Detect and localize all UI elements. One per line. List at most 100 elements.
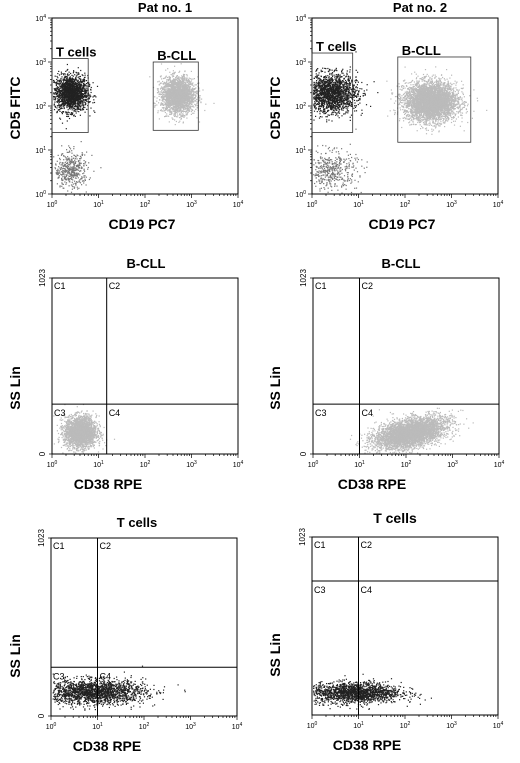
x-tick-label: 102	[139, 722, 150, 731]
x-tick-label: 100	[307, 721, 318, 730]
y-axis-label: SS Lin	[7, 634, 23, 678]
x-tick-label: 100	[308, 460, 319, 469]
population-cd5-lymphocytes	[313, 129, 368, 194]
gate-label: T cells	[316, 39, 356, 54]
quadrant-label: C3	[53, 671, 65, 681]
panel-title: B-CLL	[96, 256, 196, 271]
quadrant-label: C2	[362, 281, 374, 291]
x-tick-label: 101	[353, 721, 364, 730]
x-tick-label: 104	[493, 721, 504, 730]
quadrant-label: C1	[315, 281, 327, 291]
quadrant-label: C1	[314, 540, 326, 550]
y-tick-label: 0	[299, 451, 308, 456]
panel-title: T cells	[87, 515, 187, 530]
quadrant-label: C4	[362, 408, 374, 418]
event-dots	[53, 666, 186, 711]
population-cd5-lymphocytes	[53, 141, 101, 193]
y-axis-label: CD5 FITC	[7, 77, 23, 140]
gate-label: T cells	[56, 45, 96, 60]
y-tick-label: 104	[35, 14, 46, 23]
scatter-plot: 100 101 102 103 104 0 1023 C1 C2 C3 C4 CD38 RPE SS L…	[0, 500, 260, 758]
x-tick-label: 102	[400, 200, 411, 209]
x-tick-label: 100	[47, 460, 58, 469]
panel-cd38-tcells-patient-1: T cells 100 101 102 103 104 0 1023 C1 C2 C3 C4 CD38…	[0, 500, 260, 758]
y-tick-label: 1023	[299, 269, 308, 287]
population-t-cells	[313, 51, 378, 122]
quadrant-label: C1	[53, 541, 65, 551]
x-axis-label: CD38 RPE	[73, 738, 141, 754]
x-tick-label: 103	[186, 200, 197, 209]
x-tick-label: 104	[493, 200, 504, 209]
x-tick-label: 101	[92, 722, 103, 731]
y-axis-label: SS Lin	[267, 633, 283, 677]
y-tick-label: 101	[295, 146, 306, 155]
x-axis-label: CD19 PC7	[109, 216, 176, 232]
x-tick-label: 102	[401, 460, 412, 469]
gate-label: B-CLL	[402, 43, 441, 58]
quadrant-label: C3	[315, 408, 327, 418]
y-tick-label: 103	[295, 58, 306, 67]
x-axis-label: CD38 RPE	[338, 476, 406, 492]
y-axis-label: SS Lin	[267, 366, 283, 410]
population-b-cll	[386, 66, 487, 135]
x-tick-label: 104	[233, 200, 244, 209]
population-t-cells	[313, 674, 432, 710]
x-tick-label: 101	[93, 460, 104, 469]
quadrant-label: C3	[314, 585, 326, 595]
x-tick-label: 101	[354, 460, 365, 469]
x-tick-label: 102	[140, 200, 151, 209]
panel-cd38-bcll-patient-2: B-CLL 100 101 102 103 104 0 1023 C1 C2 C3 C4 CD38 R…	[260, 250, 520, 500]
y-tick-label: 100	[295, 190, 306, 199]
quadrant-label: C2	[361, 540, 373, 550]
x-tick-label: 103	[446, 721, 457, 730]
gate-label: B-CLL	[157, 48, 196, 63]
x-tick-label: 102	[400, 721, 411, 730]
x-tick-label: 104	[233, 460, 244, 469]
y-tick-label: 101	[35, 146, 46, 155]
y-tick-label: 1023	[38, 269, 47, 287]
event-dots	[313, 674, 432, 710]
y-tick-label: 100	[35, 190, 46, 199]
quadrant-label: C1	[54, 281, 66, 291]
x-tick-label: 103	[186, 460, 197, 469]
x-tick-label: 104	[494, 460, 505, 469]
y-tick-label: 0	[37, 713, 46, 718]
x-tick-label: 101	[353, 200, 364, 209]
quadrant-label: C2	[109, 281, 121, 291]
x-tick-label: 102	[140, 460, 151, 469]
quadrant-label: C4	[361, 585, 373, 595]
population-t-cells	[53, 64, 98, 129]
x-tick-label: 100	[307, 200, 318, 209]
population-b-cll	[149, 63, 214, 125]
x-axis-label: CD38 RPE	[333, 737, 401, 753]
panel-title: Pat no. 2	[370, 0, 470, 15]
quadrant-label: C2	[100, 541, 112, 551]
y-tick-label: 1023	[37, 529, 46, 547]
event-dots	[53, 63, 215, 193]
x-tick-label: 103	[185, 722, 196, 731]
event-dots	[313, 51, 487, 193]
y-tick-label: 102	[295, 102, 306, 111]
y-tick-label: 102	[35, 102, 46, 111]
quadrant-label: C4	[100, 671, 112, 681]
x-tick-label: 100	[47, 200, 58, 209]
x-tick-label: 100	[46, 722, 57, 731]
population-t-cells	[53, 666, 186, 711]
y-tick-label: 1023	[298, 528, 307, 546]
panel-title: Pat no. 1	[115, 0, 215, 15]
scatter-plot: 100 101 102 103 104 0 1023 C1 C2 C3 C4 CD38 RPE SS L…	[260, 250, 520, 500]
x-tick-label: 104	[232, 722, 243, 731]
x-tick-label: 101	[93, 200, 104, 209]
quadrant-label: C4	[109, 408, 121, 418]
y-tick-label: 0	[38, 451, 47, 456]
y-axis-label: CD5 FITC	[267, 77, 283, 140]
panel-title: B-CLL	[351, 256, 451, 271]
y-axis-label: SS Lin	[7, 366, 23, 410]
x-tick-label: 103	[447, 460, 458, 469]
x-axis-label: CD38 RPE	[74, 476, 142, 492]
